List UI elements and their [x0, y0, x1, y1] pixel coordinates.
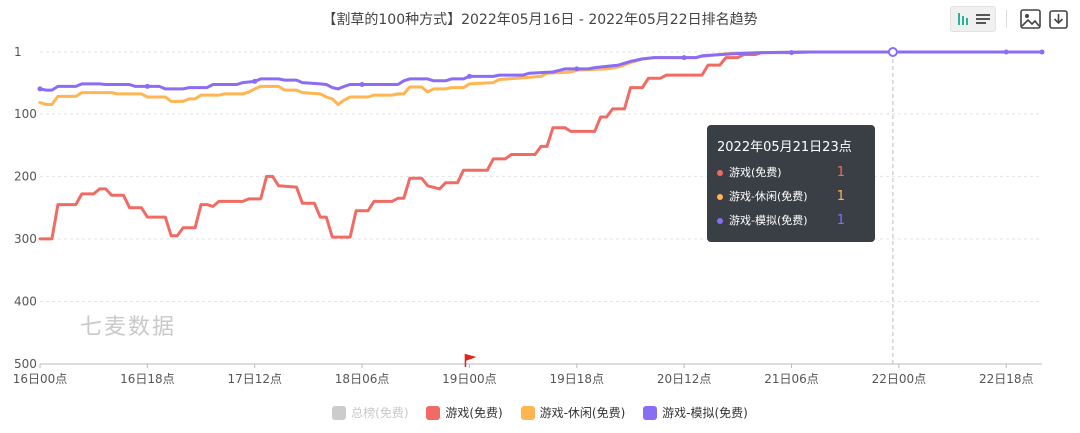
x-tick-label: 16日18点 [120, 372, 175, 386]
legend-swatch [426, 405, 441, 420]
x-tick-label: 19日18点 [550, 372, 605, 386]
data-point [37, 86, 43, 92]
y-tick-label: 100 [14, 107, 37, 121]
y-tick-label: 400 [14, 294, 37, 308]
series-line-游戏-模拟(免费) [38, 50, 1044, 92]
watermark: 七麦数据 [80, 315, 177, 340]
x-tick-label: 20日12点 [657, 372, 712, 386]
data-point [681, 55, 687, 61]
legend-label: 游戏-模拟(免费) [662, 406, 748, 420]
data-point [144, 83, 150, 89]
legend-label: 游戏(免费) [445, 406, 503, 420]
x-tick-label: 17日12点 [227, 372, 282, 386]
toolbar-separator [1006, 10, 1007, 28]
bar-line-toggle-button[interactable] [950, 6, 996, 32]
legend: 总榜(免费) 游戏(免费) 游戏-休闲(免费) 游戏-模拟(免费) [0, 404, 1080, 423]
legend-item-games-free[interactable]: 游戏(免费) [426, 404, 503, 421]
data-point [789, 50, 794, 56]
hover-point [887, 47, 898, 57]
legend-swatch [520, 405, 535, 420]
y-tick-label: 200 [14, 169, 37, 183]
tooltip-dot [717, 217, 723, 224]
red-flag-icon [465, 354, 477, 361]
legend-item-casual-free[interactable]: 游戏-休闲(免费) [520, 404, 626, 421]
download-button[interactable] [1045, 6, 1073, 32]
legend-swatch [332, 405, 347, 420]
data-point [1003, 49, 1009, 55]
data-point [574, 66, 580, 72]
legend-label: 总榜(免费) [351, 406, 409, 420]
tooltip-row: 游戏-模拟(免费) 1 [717, 209, 865, 233]
x-tick-label: 22日00点 [872, 372, 927, 386]
y-tick-label: 300 [14, 232, 37, 246]
series-line-游戏-休闲(免费) [38, 50, 1044, 106]
legend-item-simulation-free[interactable]: 游戏-模拟(免费) [643, 404, 748, 421]
x-tick-label: 22日18点 [979, 372, 1034, 386]
legend-swatch [643, 405, 658, 420]
tooltip: 2022年05月21日23点 游戏(免费) 1 游戏-休闲(免费) 1 游戏-模… [707, 125, 875, 242]
data-point [252, 78, 258, 84]
save-image-button[interactable] [1017, 6, 1045, 32]
tooltip-value: 1 [836, 213, 845, 228]
data-point [359, 82, 365, 88]
x-tick-label: 16日00点 [13, 372, 68, 386]
data-point [1039, 49, 1045, 55]
tooltip-value: 1 [836, 165, 845, 180]
save-image-icon [1020, 9, 1041, 29]
x-tick-label: 19日00点 [442, 372, 497, 386]
tooltip-title: 2022年05月21日23点 [717, 140, 852, 155]
legend-item-total-free[interactable]: 总榜(免费) [332, 404, 409, 421]
y-tick-label: 1 [14, 45, 22, 59]
series-line-游戏(免费) [38, 50, 1044, 241]
bar-line-toggle-icon [958, 13, 990, 25]
tooltip-dot [717, 169, 723, 176]
x-tick-label: 18日06点 [335, 372, 390, 386]
y-tick-label: 500 [14, 357, 37, 371]
x-tick-label: 21日06点 [764, 372, 819, 386]
data-point [466, 73, 472, 79]
tooltip-series-name: 游戏-模拟(免费) [729, 214, 808, 227]
tooltip-row: 游戏-休闲(免费) 1 [717, 185, 865, 209]
tooltip-row: 游戏(免费) 1 [717, 161, 865, 185]
tooltip-series-name: 游戏(免费) [729, 166, 782, 179]
tooltip-value: 1 [836, 189, 845, 204]
legend-label: 游戏-休闲(免费) [539, 406, 626, 420]
tooltip-series-name: 游戏-休闲(免费) [729, 190, 808, 203]
download-icon [1049, 10, 1068, 29]
chart-title: 【割草的100种方式】2022年05月16日 - 2022年05月22日排名趋势 [322, 12, 758, 28]
tooltip-dot [717, 193, 723, 200]
